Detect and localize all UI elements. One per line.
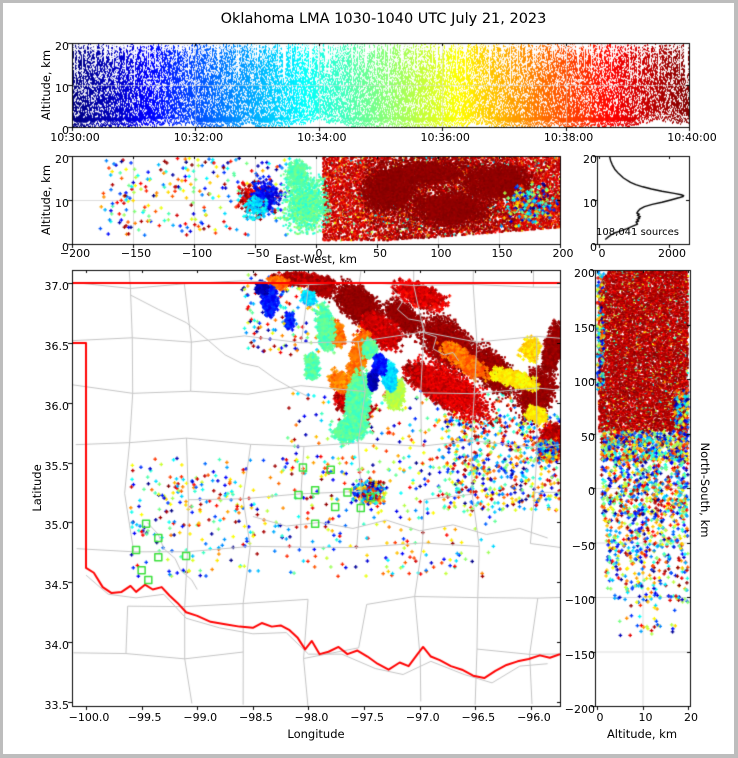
p1-altitude-tick: 20	[55, 40, 69, 53]
longitude-tick: −99.0	[183, 711, 218, 724]
map-xlabel: Longitude	[287, 727, 345, 741]
ew-axis-tick: 50	[373, 247, 387, 260]
ew-height-xlabel: East-West, km	[275, 252, 357, 266]
ew-axis-tick: −50	[246, 247, 270, 260]
hist-count-tick: 2000	[658, 247, 686, 260]
ew-axis-tick: −150	[120, 247, 152, 260]
ew-axis-tick: 200	[552, 247, 574, 260]
longitude-tick: −100.0	[68, 711, 110, 724]
longitude-tick: −98.5	[239, 711, 273, 724]
time-axis-tick: 10:32:00	[173, 131, 224, 144]
north-south-tick: 0	[588, 485, 595, 498]
time-axis-tick: 10:40:00	[667, 131, 717, 144]
ew-axis-tick: 150	[491, 247, 513, 260]
ns-height-ylabel: North-South, km	[698, 442, 712, 538]
longitude-tick: −97.5	[350, 711, 384, 724]
north-south-tick: −200	[564, 703, 595, 716]
latitude-tick: 33.5	[44, 699, 70, 712]
latitude-tick: 35.5	[44, 459, 70, 473]
north-south-tick: 50	[581, 430, 595, 444]
latitude-tick: 37.0	[44, 280, 70, 293]
ns-altitude-tick: 0	[596, 711, 604, 724]
time-axis-tick: 10:38:00	[543, 131, 594, 144]
p1-altitude-tick: 10	[55, 82, 69, 95]
latitude-tick: 36.0	[44, 399, 70, 413]
time-axis-tick: 10:34:00	[297, 131, 347, 144]
longitude-tick: −96.5	[461, 711, 496, 724]
latitude-tick: 34.5	[44, 579, 70, 593]
ew-axis-tick: −100	[181, 247, 213, 260]
ew-axis-tick: −200	[59, 247, 91, 260]
hist-altitude-tick: 0	[590, 241, 597, 254]
hist-count-tick: 0	[598, 247, 606, 260]
longitude-tick: −99.5	[127, 711, 162, 724]
latitude-tick: 35.0	[44, 519, 70, 533]
p1-altitude-tick: 0	[62, 124, 69, 137]
latitude-tick: 36.5	[44, 339, 70, 353]
source-count-annotation: 108,041 sources	[596, 227, 679, 238]
longitude-tick: −96.0	[517, 711, 551, 724]
north-south-tick: 200	[574, 267, 595, 280]
ns-altitude-tick: 20	[684, 711, 698, 724]
time-axis-tick: 10:36:00	[420, 131, 470, 144]
ew-axis-tick: 100	[430, 247, 452, 260]
time-axis-tick: 10:30:00	[50, 131, 100, 144]
north-south-tick: 150	[574, 321, 595, 335]
ew-axis-tick: 0	[315, 247, 323, 260]
longitude-tick: −97.0	[405, 711, 440, 724]
latitude-tick: 34.0	[44, 639, 70, 653]
p2-altitude-tick: 10	[55, 197, 69, 210]
hist-altitude-tick: 20	[583, 153, 597, 166]
p2-altitude-tick: 0	[62, 241, 69, 254]
north-south-tick: −100	[564, 594, 595, 607]
ns-height-xlabel: Altitude, km	[606, 727, 678, 741]
hist-altitude-tick: 10	[583, 197, 597, 210]
figure-title: Oklahoma LMA 1030-1040 UTC July 21, 2023	[220, 11, 547, 27]
p2-altitude-tick: 20	[55, 153, 69, 166]
north-south-tick: −50	[571, 539, 595, 553]
north-south-tick: −150	[564, 648, 595, 662]
north-south-tick: 100	[574, 376, 595, 389]
ns-altitude-tick: 10	[638, 711, 653, 724]
longitude-tick: −98.0	[294, 711, 329, 724]
